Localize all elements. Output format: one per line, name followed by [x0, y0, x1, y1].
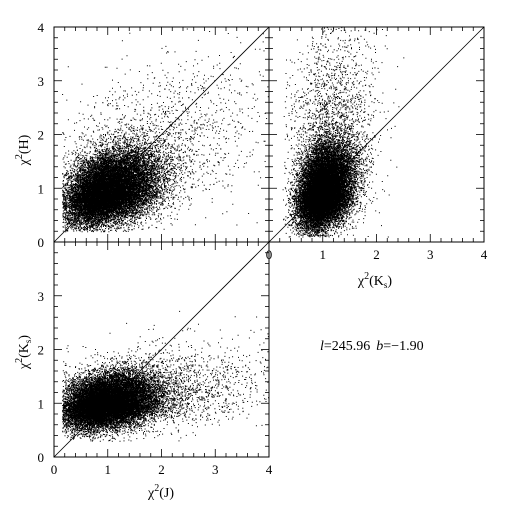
- identity-line-top-right: [268, 26, 485, 243]
- y-tick-label: 0: [38, 235, 45, 250]
- x-tick-label: 2: [373, 247, 380, 262]
- y-tick-label: 3: [38, 289, 45, 304]
- y-tick-label: 0: [38, 450, 45, 465]
- galactic-coordinates-annotation: l=245.96 b=−1.90: [320, 339, 424, 354]
- x-tick-label: 0: [51, 462, 58, 477]
- bottom-left-xlabel: χ2(J): [147, 483, 174, 501]
- x-tick-label: 1: [320, 247, 327, 262]
- x-tick-label: 4: [266, 462, 273, 477]
- y-tick-label: 4: [38, 20, 45, 35]
- x-tick-label: 4: [481, 247, 488, 262]
- y-tick-label: 3: [38, 74, 45, 89]
- y-tick-label: 2: [38, 343, 45, 358]
- top-right-xlabel: χ2(Ks): [357, 271, 393, 290]
- scatter-points-bottom-left: [62, 310, 269, 442]
- y-tick-label: 1: [38, 396, 45, 411]
- panel-top-left: 0 1 2 3 4: [38, 20, 270, 250]
- y-tick-label: 1: [38, 181, 45, 196]
- x-tick-label: 3: [427, 247, 434, 262]
- y-tick-label: 2: [38, 128, 45, 143]
- identity-line-bottom-left: [53, 241, 270, 458]
- x-tick-label: 2: [158, 462, 165, 477]
- top-left-ylabel: χ2(H): [14, 134, 32, 166]
- x-tick-label: 1: [105, 462, 112, 477]
- bottom-left-ylabel: χ2(Ks): [14, 335, 33, 371]
- scatter-points-top-right: [282, 27, 405, 238]
- panel-bottom-left: 0 1 2 3 4 0 1 2 3: [38, 241, 273, 477]
- scatter-points-top-left: [62, 28, 269, 233]
- identity-line-top-left: [53, 26, 270, 243]
- x-tick-label: 3: [212, 462, 219, 477]
